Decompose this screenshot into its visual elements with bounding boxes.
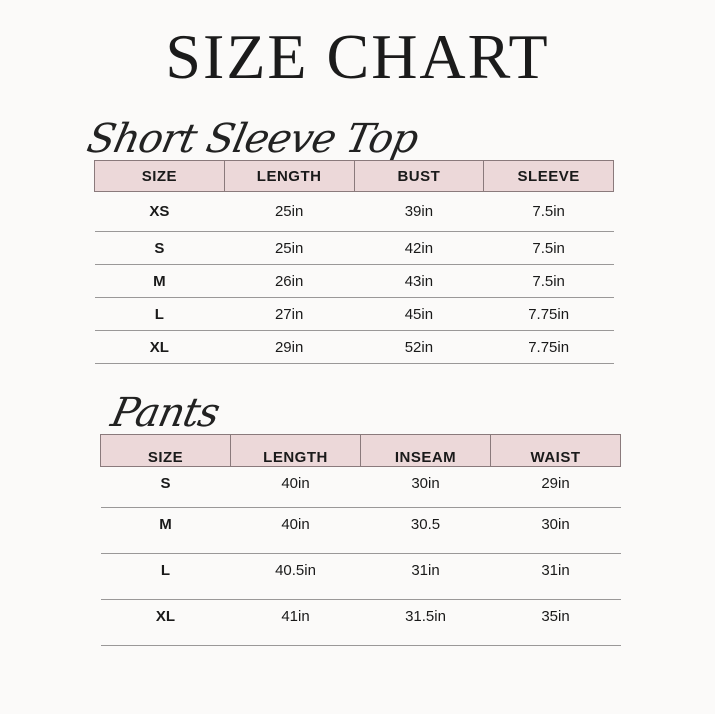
table-row: M 40in 30.5 30in bbox=[100, 507, 621, 554]
measurement-cell: 40in bbox=[230, 466, 361, 508]
column-header: SIZE bbox=[94, 160, 225, 192]
measurement-cell: 7.5in bbox=[483, 264, 614, 298]
measurement-cell: 30in bbox=[490, 507, 621, 554]
measurement-cell: 31.5in bbox=[360, 599, 491, 646]
measurement-cell: 40.5in bbox=[230, 553, 361, 600]
size-cell: L bbox=[94, 297, 225, 331]
measurement-cell: 42in bbox=[354, 231, 484, 265]
measurement-cell: 30.5 bbox=[360, 507, 491, 554]
measurement-cell: 7.75in bbox=[483, 297, 614, 331]
table-header: SIZE LENGTH BUST SLEEVE bbox=[94, 160, 614, 192]
measurement-cell: 25in bbox=[224, 231, 354, 265]
size-cell: S bbox=[94, 231, 225, 265]
size-cell: M bbox=[100, 507, 231, 554]
measurement-cell: 27in bbox=[224, 297, 354, 331]
size-cell: L bbox=[100, 553, 231, 600]
measurement-cell: 31in bbox=[490, 553, 621, 600]
measurement-cell: 29in bbox=[490, 466, 621, 508]
measurement-cell: 35in bbox=[490, 599, 621, 646]
column-header: WAIST bbox=[490, 434, 621, 467]
measurement-cell: 39in bbox=[354, 191, 484, 232]
measurement-cell: 7.5in bbox=[483, 191, 614, 232]
measurement-cell: 7.5in bbox=[483, 231, 614, 265]
column-header: LENGTH bbox=[230, 434, 361, 467]
page-title: SIZE CHART bbox=[165, 21, 550, 92]
table-row: XL 41in 31.5in 35in bbox=[100, 599, 621, 646]
table-row: S 40in 30in 29in bbox=[100, 466, 621, 508]
column-header: LENGTH bbox=[223, 160, 355, 192]
pants-size-table: SIZE LENGTH INSEAM WAIST S 40in 30in 29in M 40in… bbox=[100, 434, 621, 646]
column-header: SIZE bbox=[100, 434, 231, 467]
size-cell: S bbox=[100, 466, 231, 508]
measurement-cell: 30in bbox=[360, 466, 491, 508]
measurement-cell: 31in bbox=[360, 553, 491, 600]
measurement-cell: 25in bbox=[224, 191, 354, 232]
top-section-heading: Short Sleeve Top bbox=[83, 116, 422, 162]
measurement-cell: 26in bbox=[224, 264, 354, 298]
size-cell: XL bbox=[94, 330, 225, 364]
table-row: S 25in 42in 7.5in bbox=[94, 231, 614, 265]
size-cell: M bbox=[94, 264, 225, 298]
top-size-table: SIZE LENGTH BUST SLEEVE XS 25in 39in 7.5in S 25i… bbox=[94, 160, 614, 364]
table-row: L 40.5in 31in 31in bbox=[100, 553, 621, 600]
column-header: BUST bbox=[353, 160, 485, 192]
table-row: M 26in 43in 7.5in bbox=[94, 264, 614, 298]
table-row: XL 29in 52in 7.75in bbox=[94, 330, 614, 364]
column-header: SLEEVE bbox=[483, 160, 614, 192]
measurement-cell: 40in bbox=[230, 507, 361, 554]
table-row: XS 25in 39in 7.5in bbox=[94, 191, 614, 232]
measurement-cell: 41in bbox=[230, 599, 361, 646]
column-header: INSEAM bbox=[360, 434, 491, 467]
measurement-cell: 52in bbox=[354, 330, 484, 364]
table-header: SIZE LENGTH INSEAM WAIST bbox=[100, 434, 621, 467]
size-cell: XS bbox=[94, 191, 225, 232]
measurement-cell: 45in bbox=[354, 297, 484, 331]
size-cell: XL bbox=[100, 599, 231, 646]
measurement-cell: 29in bbox=[224, 330, 354, 364]
table-row: L 27in 45in 7.75in bbox=[94, 297, 614, 331]
pants-section-heading: Pants bbox=[107, 390, 224, 436]
measurement-cell: 7.75in bbox=[483, 330, 614, 364]
measurement-cell: 43in bbox=[354, 264, 484, 298]
